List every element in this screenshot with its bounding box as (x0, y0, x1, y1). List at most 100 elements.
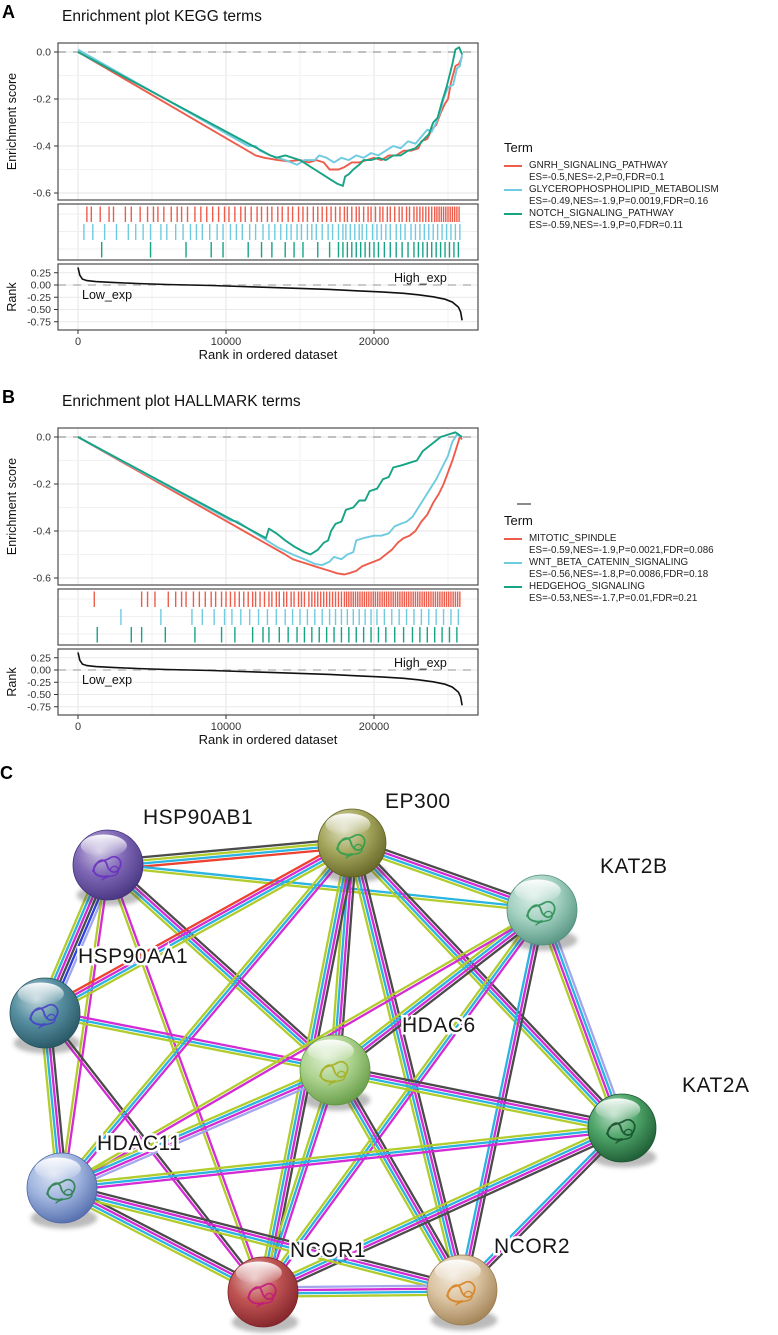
rank-metric-curve (77, 652, 463, 706)
network-edge-hdac6-kat2a (334, 1064, 625, 1125)
node-label-ab1: HSP90AB1 (143, 806, 253, 829)
network-edge-kat2a-ncor2 (458, 1124, 621, 1289)
es-axis-title: Enrichment score (5, 458, 19, 555)
gsea-plot-kegg: 0.0 -0.2 -0.4 -0.6 0.250.00-0.25-0.50-0.75 0 1… (5, 42, 479, 362)
legend-hallmark: Term MITOTIC_SPINDLE ES=-0.59,NES=-1.9,P=… (504, 503, 714, 605)
protein-structure-glyph (247, 1282, 277, 1308)
node-label-ncor2: NCOR2 (494, 1235, 570, 1258)
network-edge-kat2b-hdac11 (60, 907, 543, 1188)
node-label-aa1: HSP90AA1 (78, 945, 188, 968)
network-edge-kat2a-ncor1 (263, 1131, 626, 1298)
node-label-kat2a: KAT2A (682, 1074, 749, 1097)
network-edge-kat2b-hdac6 (332, 907, 543, 1070)
panel-b-title: Enrichment plot HALLMARK terms (62, 393, 301, 410)
rug-ticks-0 (86, 206, 460, 222)
network-edge-ab1-kat2b (106, 865, 543, 913)
network-edge-kat2b-hdac6 (336, 912, 546, 1075)
protein-structure-glyph (526, 900, 556, 926)
legend-entry: GLYCEROPHOSPHOLIPID_METABOLISM ES=-0.49,N… (504, 184, 719, 207)
rug-ticks-1 (120, 609, 460, 625)
network-node-hdac11 (26, 1152, 98, 1229)
legend-entry-text: GNRH_SIGNALING_PATHWAY ES=-0.5,NES=-2,P=0… (529, 160, 668, 183)
x-tick-label: 10000 (211, 721, 242, 733)
network-node-ncor1 (227, 1256, 299, 1333)
rank-metric-curve (77, 267, 463, 321)
panel-c-label: C (0, 763, 13, 783)
network-edge-aa1-hdac6 (43, 1014, 336, 1075)
rank-tick-label: 0.00 (31, 280, 52, 292)
legend-term-name: NOTCH_SIGNALING_PATHWAY (529, 208, 674, 220)
node-gloss (595, 1098, 641, 1121)
network-node-ncor2 (426, 1254, 498, 1331)
rug-ticks-0 (93, 591, 461, 607)
network-edge-hdac11-ncor2 (61, 1185, 464, 1290)
network-edge-kat2b-hdac6 (334, 910, 545, 1073)
protein-structure-glyph (319, 1060, 349, 1086)
network-edge-hdac6-kat2a (332, 1073, 623, 1134)
network-edge-hdac11-ncor1 (58, 1190, 263, 1298)
legend-entry: WNT_BETA_CATENIN_SIGNALING ES=-0.56,NES=-… (504, 557, 714, 580)
x-axis-title: Rank in ordered dataset (199, 347, 338, 362)
rank-tick-label: 0.25 (31, 267, 52, 279)
network-edge-ab1-ep300 (106, 837, 353, 862)
network-edge-hdac11-ncor2 (59, 1191, 463, 1296)
network-edge-kat2a-hdac11 (60, 1126, 624, 1190)
legend-entry-text: WNT_BETA_CATENIN_SIGNALING ES=-0.56,NES=-… (529, 557, 708, 580)
protein-structure-glyph (606, 1118, 636, 1144)
network-edge-hdac11-ncor2 (60, 1188, 463, 1293)
network-edge-kat2a-hdac11 (61, 1129, 624, 1193)
legend-key-line (504, 586, 522, 589)
legend-entry: MITOTIC_SPINDLE ES=-0.59,NES=-1.9,P=0.002… (504, 533, 714, 556)
rank-tick-label: 0.25 (31, 652, 52, 664)
legend-entry: HEDGEHOG_SIGNALING ES=-0.53,NES=-1.7,P=0.… (504, 581, 714, 604)
rank-axis-title: Rank (5, 667, 19, 697)
network-edge-kat2b-ncor1 (264, 910, 546, 1295)
rank-tick-label: -0.50 (27, 689, 51, 701)
legend-key-line (504, 538, 522, 540)
network-edge-ab1-ep300 (107, 846, 354, 871)
network-edge-hdac6-hdac11 (61, 1070, 337, 1191)
rank-tick-label: -0.25 (27, 292, 51, 304)
node-gloss (80, 834, 127, 857)
annotation-low-exp: Low_exp (82, 288, 132, 302)
node-gloss (307, 1039, 354, 1062)
network-node-kat2a (587, 1093, 657, 1168)
x-tick-label: 20000 (359, 721, 390, 733)
legend-kegg-title: Term (504, 140, 533, 155)
network-edge-aa1-ep300 (43, 840, 353, 1013)
network-edge-kat2a-hdac11 (60, 1123, 623, 1187)
node-label-hdac11: HDAC11 (97, 1132, 181, 1155)
rank-axis-title: Rank (5, 282, 19, 312)
protein-structure-glyph (336, 833, 366, 859)
es-curve-2 (77, 431, 463, 556)
string-network: HSP90AB1 EP300 KAT2B HSP90AA1 HDAC6 KAT2A HDAC… (9, 788, 751, 1333)
rank-tick-label: 0.00 (31, 665, 52, 677)
legend-term-stats: ES=-0.5,NES=-2,P=0,FDR=0.1 (529, 171, 665, 183)
network-edge-aa1-ep300 (46, 845, 356, 1019)
legend-term-stats: ES=-0.59,NES=-1.9,P=0.0021,FDR=0.086 (529, 544, 714, 556)
legend-term-name: GLYCEROPHOSPHOLIPID_METABOLISM (529, 184, 719, 196)
rank-tick-label: -0.50 (27, 304, 51, 316)
node-label-kat2b: KAT2B (600, 855, 667, 878)
panel-b-label: B (2, 387, 15, 407)
network-edge-ab1-hdac6 (109, 860, 340, 1068)
x-axis-title: Rank in ordered dataset (199, 732, 338, 747)
rank-tick-label: -0.25 (27, 677, 51, 689)
node-gloss (17, 982, 64, 1005)
network-edge-ep300-hdac11 (60, 841, 354, 1190)
network-edge-hdac11-ncor2 (61, 1182, 465, 1287)
legend-term-stats: ES=-0.53,NES=-1.7,P=0.01,FDR=0.21 (529, 592, 698, 604)
annotation-high-exp: High_exp (394, 656, 447, 670)
network-edge-ab1-ep300 (106, 840, 354, 865)
network-edge-kat2a-ncor1 (261, 1125, 623, 1292)
es-axis-title: Enrichment score (5, 73, 19, 170)
legend-term-name: MITOTIC_SPINDLE (529, 533, 617, 544)
legend-key-line (504, 213, 522, 216)
annotation-low-exp: Low_exp (82, 673, 132, 687)
protein-structure-glyph (92, 855, 122, 881)
es-curve-1 (77, 433, 463, 567)
legend-term-stats: ES=-0.56,NES=-1.8,P=0.0086,FDR=0.18 (529, 568, 709, 580)
es-tick-label: -0.2 (33, 94, 51, 106)
legend-key-line (504, 562, 522, 565)
